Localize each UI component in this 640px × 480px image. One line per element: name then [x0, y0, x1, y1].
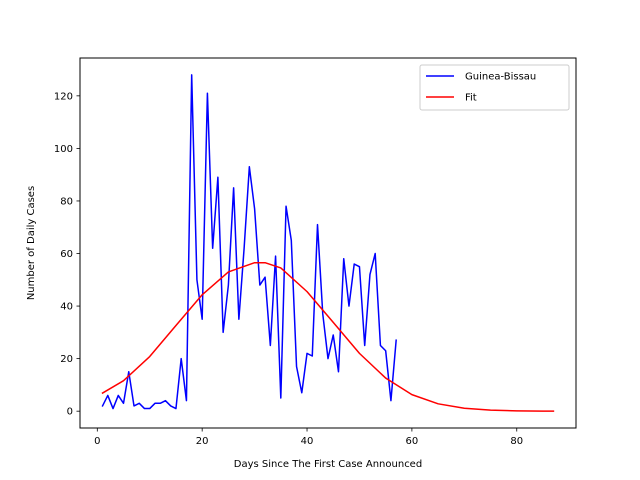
y-tick-label: 60 — [60, 249, 73, 260]
series-line-fit — [101, 261, 555, 412]
legend-label: Guinea-Bissau — [465, 72, 536, 83]
legend-box — [419, 64, 570, 111]
y-tick-label: 0 — [67, 407, 73, 418]
y-tick-label: 120 — [54, 91, 73, 102]
x-axis-label: Days Since The First Case Announced — [234, 459, 422, 470]
plot-area — [101, 74, 555, 412]
x-tick-label: 40 — [301, 436, 314, 447]
y-tick-label: 80 — [60, 196, 73, 207]
x-tick-label: 60 — [406, 436, 419, 447]
x-axis-ticks: 0 20 40 60 80 — [94, 428, 523, 447]
legend-label: Fit — [465, 93, 477, 104]
y-axis-ticks: 0 20 40 60 80 100 120 — [54, 91, 80, 418]
series-line-guinea-bissau — [101, 74, 397, 410]
x-tick-label: 80 — [510, 436, 523, 447]
y-axis-label: Number of Daily Cases — [26, 186, 37, 300]
y-tick-label: 40 — [60, 302, 73, 313]
legend: Guinea-Bissau Fit — [419, 64, 570, 111]
y-tick-label: 100 — [54, 144, 73, 155]
x-tick-label: 20 — [196, 436, 209, 447]
plot-frame — [79, 57, 577, 429]
y-tick-label: 20 — [60, 354, 73, 365]
x-tick-label: 0 — [94, 436, 100, 447]
